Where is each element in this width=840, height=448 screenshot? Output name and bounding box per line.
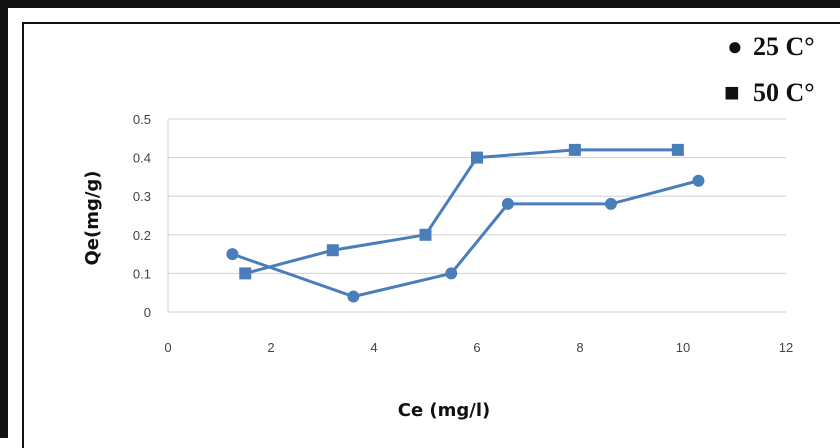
data-point-circle — [347, 290, 360, 303]
data-point-circle — [604, 197, 617, 210]
y-tick-label: 0.5 — [133, 112, 151, 127]
x-tick-label: 10 — [676, 340, 690, 355]
series-line-25c — [231, 179, 699, 299]
x-tick-label: 6 — [473, 340, 480, 355]
data-point-circle — [501, 197, 514, 210]
x-tick-label: 2 — [267, 340, 274, 355]
data-point-circle — [445, 267, 458, 280]
x-tick-label: 0 — [164, 340, 171, 355]
y-tick-label: 0 — [144, 305, 151, 320]
data-point-square — [326, 244, 339, 257]
y-axis-title: Qe(mg/g) — [82, 170, 103, 265]
data-point-circle — [226, 248, 239, 261]
legend-marker-25: ● — [727, 32, 743, 61]
y-tick-label: 0.3 — [133, 189, 151, 204]
x-axis-title: Ce (mg/l) — [398, 400, 491, 421]
data-point-square — [419, 228, 432, 241]
data-point-square — [671, 143, 684, 156]
x-tick-label: 8 — [576, 340, 583, 355]
x-tick-label: 4 — [370, 340, 377, 355]
series-line-50c — [244, 148, 678, 275]
data-point-square — [239, 267, 252, 280]
y-tick-label: 0.1 — [133, 266, 151, 281]
y-tick-label: 0.2 — [133, 228, 151, 243]
legend-marker-50: ■ — [724, 78, 740, 107]
data-point-square — [568, 143, 581, 156]
x-tick-labels: 0 2 4 6 8 10 12 — [164, 340, 793, 355]
chart-inner-border — [22, 22, 840, 448]
legend-label-25: 25 C° — [753, 32, 815, 61]
line-chart: 0 0.1 0.2 0.3 0.4 0.5 0 2 4 6 8 10 12 Ce (mg/l) Qe(… — [82, 32, 815, 421]
series-layer — [226, 143, 705, 303]
y-tick-labels: 0 0.1 0.2 0.3 0.4 0.5 — [133, 112, 151, 320]
x-tick-label: 12 — [779, 340, 793, 355]
grid-lines — [167, 118, 786, 313]
data-point-square — [471, 151, 483, 164]
y-tick-label: 0.4 — [133, 151, 151, 166]
legend-label-50: 50 C° — [753, 78, 815, 107]
data-point-circle — [692, 174, 705, 187]
legend: ● 25 C° ■ 50 C° — [724, 32, 815, 107]
